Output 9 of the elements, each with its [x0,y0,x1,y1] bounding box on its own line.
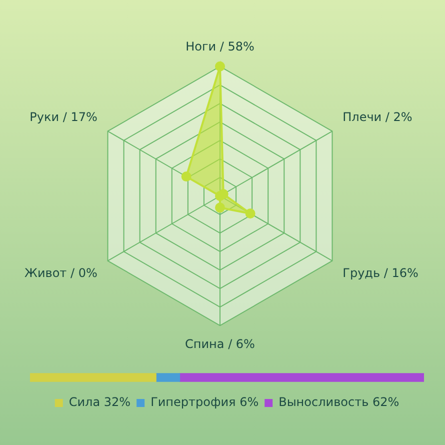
spoke-label: Грудь / 16% [342,266,418,280]
spoke-label: Руки / 17% [30,110,98,124]
legend-label: Выносливость 62% [278,395,400,410]
legend-label: Гипертрофия 6% [150,395,259,410]
spoke-label: Живот / 0% [24,266,98,280]
legend-label: Сила 32% [68,395,131,410]
spoke-label: Спина / 6% [185,336,255,351]
spoke-label: Ноги / 58% [186,39,254,54]
spoke-label: Плечи / 2% [342,110,412,124]
